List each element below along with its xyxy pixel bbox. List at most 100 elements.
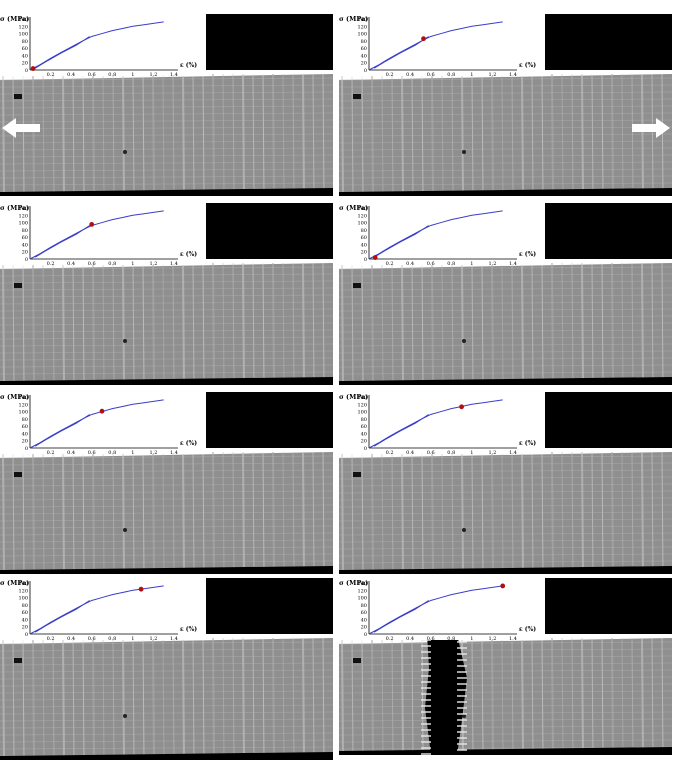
y-tick-label: 60 [22,46,28,52]
x-tick-label: 0.8 [447,450,455,454]
x-tick-label: 1 [131,72,134,76]
x-axis-label: ε (%) [519,251,536,258]
x-tick-label: 0.6 [427,72,435,76]
y-tick-label: 100 [357,221,367,227]
current-state-marker [138,586,144,592]
y-tick-label: 40 [22,53,28,59]
y-tick-label: 0 [25,68,28,74]
y-tick-label: 0 [364,446,367,452]
y-tick-label: 80 [361,39,367,45]
x-tick-label: 1.2 [149,261,157,265]
y-tick-label: 60 [361,235,367,241]
x-tick-label: 0.8 [108,261,116,265]
x-tick-label: 1.4 [509,636,517,640]
stress-strain-series-1 [29,210,164,260]
y-tick-label: 0 [364,68,367,74]
y-tick-label: 100 [357,596,367,602]
y-axis-label: σ (MPa) [0,393,29,401]
y-tick-label: 140 [18,581,28,587]
x-tick-label: 1.2 [488,261,496,265]
x-tick-label: 0.6 [88,72,96,76]
stress-strain-series-1 [368,210,503,260]
current-state-marker [99,408,105,414]
stress-strain-series-1 [368,21,503,71]
y-tick-label: 140 [18,17,28,23]
x-tick-label: 1 [131,636,134,640]
scan-panel-1: σ (MPa) 140 120 100 80 60 40 20 0 0.2 0.4 0.6 0.8 1 1.… [0,14,333,196]
y-tick-label: 100 [18,410,28,416]
y-tick-label: 80 [22,228,28,234]
x-tick-label: 1.2 [149,72,157,76]
y-tick-label: 20 [361,61,367,67]
stress-strain-series-1 [368,585,503,635]
y-tick-label: 40 [22,242,28,248]
y-tick-label: 80 [22,39,28,45]
x-tick-label: 0.2 [386,450,394,454]
stress-strain-series-1 [368,399,503,449]
x-tick-label: 0.8 [108,72,116,76]
scan-panel-8: σ (MPa) 140 120 100 80 60 40 20 0 0.2 0.4 0.6 0.8 1 1.… [339,578,672,755]
x-tick-label: 0.6 [88,450,96,454]
y-tick-label: 20 [361,439,367,445]
x-tick-label: 0.6 [88,261,96,265]
stress-strain-series-2 [373,225,429,258]
current-state-marker [30,66,36,71]
y-tick-label: 0 [364,257,367,263]
y-axis-label: σ (MPa) [339,15,368,23]
current-state-marker [372,255,378,260]
x-tick-label: 0.6 [427,450,435,454]
x-tick-label: 0.2 [386,72,394,76]
y-tick-label: 120 [18,588,28,594]
y-tick-label: 120 [357,402,367,408]
x-tick-label: 0.2 [47,450,55,454]
x-tick-label: 1.4 [170,450,178,454]
x-tick-label: 0.2 [47,261,55,265]
x-tick-label: 0.4 [67,72,75,76]
y-axis-label: σ (MPa) [0,15,29,23]
y-tick-label: 0 [25,446,28,452]
x-tick-label: 0.8 [447,261,455,265]
y-tick-label: 20 [361,250,367,256]
y-tick-label: 0 [25,257,28,263]
x-tick-label: 0.8 [447,72,455,76]
y-tick-label: 20 [22,250,28,256]
y-tick-label: 20 [22,439,28,445]
x-axis-label: ε (%) [180,440,197,447]
x-tick-label: 0.2 [47,636,55,640]
y-tick-label: 120 [18,24,28,30]
y-tick-label: 40 [361,617,367,623]
y-tick-label: 60 [361,610,367,616]
stress-strain-series-2 [34,225,90,258]
x-tick-label: 1 [131,450,134,454]
y-tick-label: 140 [357,581,367,587]
y-tick-label: 20 [361,625,367,631]
y-tick-label: 0 [364,632,367,638]
y-tick-label: 140 [357,206,367,212]
x-tick-label: 1.2 [149,450,157,454]
y-tick-label: 80 [22,603,28,609]
x-tick-label: 1 [470,450,473,454]
x-tick-label: 1.2 [488,72,496,76]
x-tick-label: 1.2 [488,450,496,454]
load-arrow-right [632,118,670,138]
y-tick-label: 120 [357,588,367,594]
y-tick-label: 120 [357,213,367,219]
x-axis-label: ε (%) [180,62,197,69]
x-tick-label: 1 [470,72,473,76]
y-tick-label: 20 [22,625,28,631]
y-tick-label: 100 [357,410,367,416]
y-tick-label: 140 [18,206,28,212]
x-tick-label: 0.6 [88,636,96,640]
x-tick-label: 1.2 [488,636,496,640]
stress-strain-series-2 [34,36,90,69]
x-tick-label: 1.4 [509,72,517,76]
scan-panel-3: σ (MPa) 140 120 100 80 60 40 20 0 0.2 0.4 0.6 0.8 1 1.… [0,203,333,385]
y-tick-label: 40 [361,242,367,248]
x-axis-label: ε (%) [519,626,536,633]
current-state-marker [459,404,464,410]
